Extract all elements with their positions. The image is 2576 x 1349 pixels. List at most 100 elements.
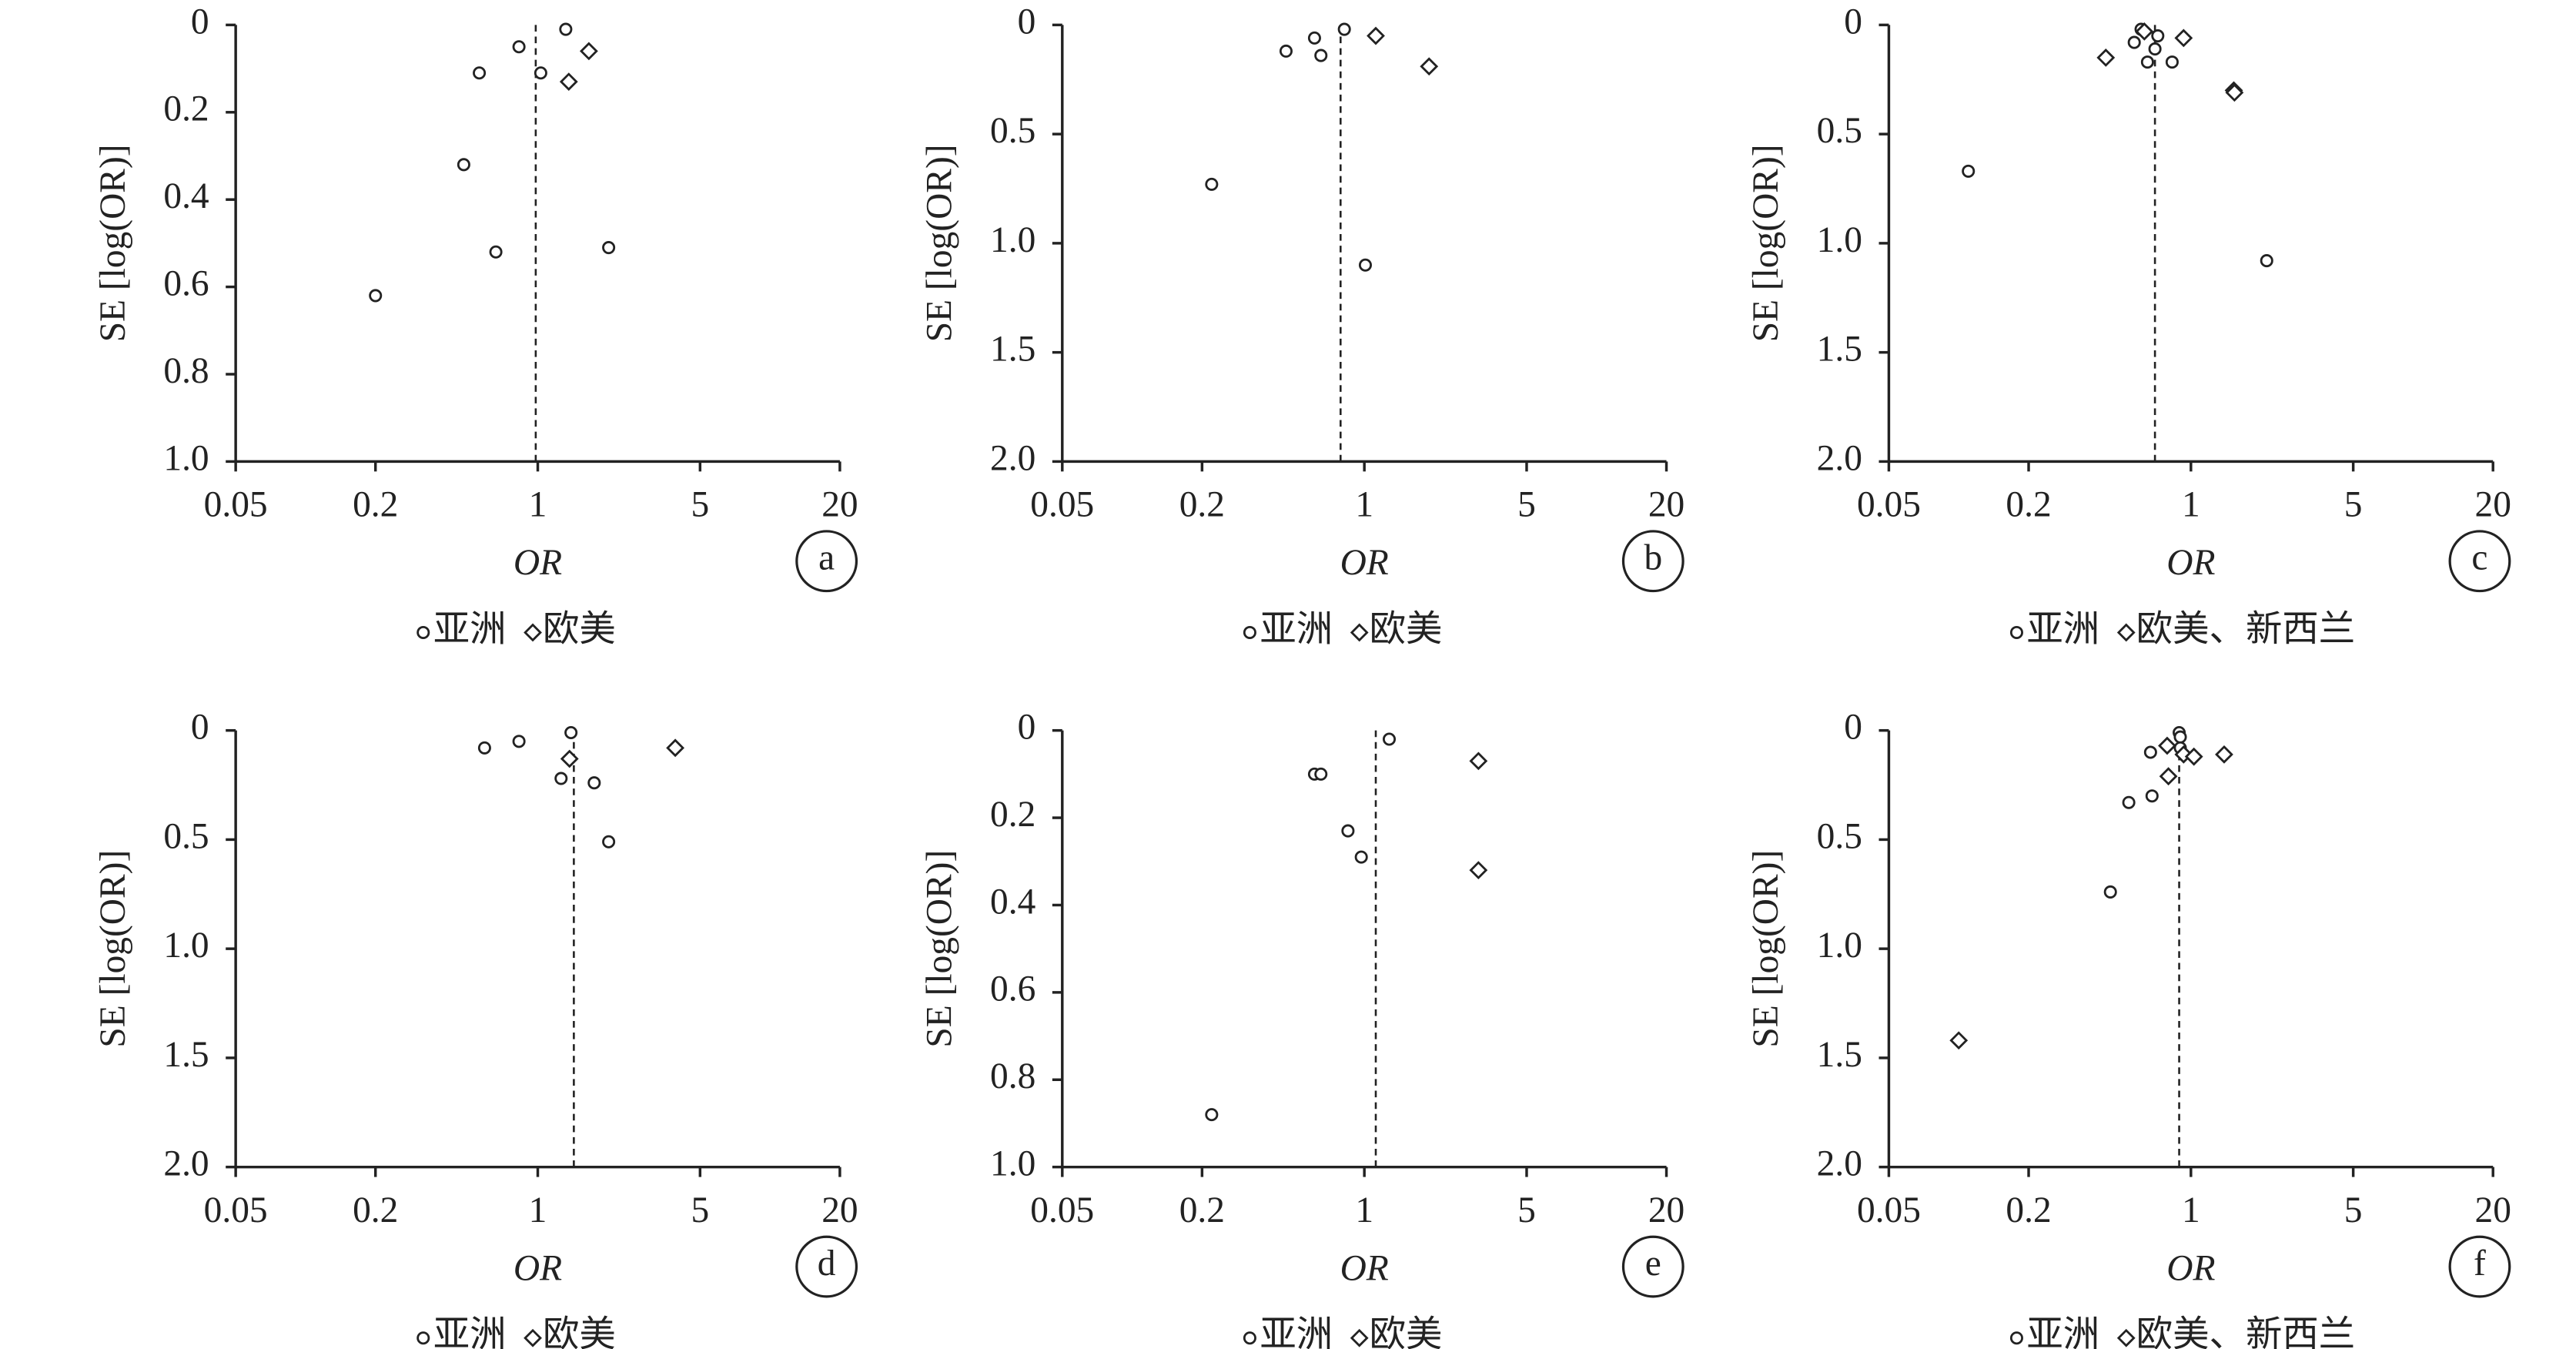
- legend-label: 欧美: [543, 609, 616, 649]
- panel: 0 0.5 1.0 1.5 2.0 0.05 0.2 1 5 20 SE [log(OR)] OR b 亚…: [919, 2, 1684, 649]
- x-tick-label: 5: [2344, 1190, 2363, 1230]
- diamond-marker: [1949, 1031, 1969, 1050]
- diamond-marker: [666, 738, 685, 758]
- legend-label: 欧美、新西兰: [2136, 1315, 2356, 1349]
- y-tick-label: 0.5: [163, 816, 209, 856]
- circle-marker: [554, 772, 568, 785]
- circle-marker: [1341, 824, 1355, 838]
- x-tick-label: 0.05: [1857, 1190, 1921, 1230]
- y-axis-label: SE [log(OR)]: [93, 144, 133, 342]
- y-tick-label: 1.5: [1817, 1035, 1862, 1075]
- diamond-marker: [1350, 1328, 1369, 1347]
- circle-marker: [1962, 164, 1975, 178]
- panel: 0 0.2 0.4 0.6 0.8 1.0 0.05 0.2 1 5 20 SE [log(OR)] O…: [93, 2, 858, 649]
- y-tick-label: 1.0: [1817, 926, 1862, 966]
- legend-label: 亚洲: [2026, 609, 2099, 649]
- y-tick-label: 0.6: [990, 969, 1035, 1009]
- y-tick-label: 1.0: [990, 1144, 1035, 1184]
- x-tick-label: 0.2: [2006, 1190, 2051, 1230]
- panel-badge: [1621, 530, 1684, 593]
- legend-label: 欧美: [543, 1315, 616, 1349]
- circle-marker: [564, 725, 578, 740]
- circle-marker: [1314, 49, 1328, 62]
- y-tick-label: 0.6: [163, 263, 209, 303]
- y-tick-label: 0.5: [990, 111, 1035, 151]
- x-tick-label: 20: [2474, 1190, 2511, 1230]
- circle-marker: [512, 40, 526, 54]
- diamond-marker: [2158, 736, 2176, 755]
- diamond-marker: [1420, 57, 1439, 76]
- y-tick-label: 0: [1844, 708, 1862, 748]
- panel: 0 0.5 1.0 1.5 2.0 0.05 0.2 1 5 20 SE [log(OR)] OR d 亚…: [93, 708, 858, 1349]
- circle-marker: [1358, 258, 1372, 272]
- diamond-marker: [1367, 26, 1385, 45]
- circle-marker: [1205, 177, 1219, 191]
- x-tick-label: 5: [691, 1190, 709, 1230]
- y-tick-label: 0.4: [990, 882, 1035, 922]
- x-tick-label: 0.2: [1179, 1190, 1225, 1230]
- circle-marker: [1337, 22, 1351, 36]
- x-axis-label: OR: [514, 543, 562, 583]
- legend-label: 亚洲: [433, 1315, 507, 1349]
- y-tick-label: 1.5: [990, 330, 1035, 370]
- circle-marker: [369, 289, 383, 303]
- circle-marker: [1279, 44, 1293, 58]
- panel-badge: [1621, 1235, 1684, 1298]
- diamond-marker: [2174, 745, 2193, 764]
- y-axis-label: SE [log(OR)]: [1746, 144, 1786, 342]
- circle-marker: [1354, 850, 1368, 864]
- panel-label: e: [1645, 1244, 1661, 1284]
- x-tick-label: 0.05: [1030, 485, 1094, 525]
- legend-label: 欧美: [1370, 1315, 1443, 1349]
- diamond-marker: [1469, 861, 1488, 879]
- circle-marker: [1205, 1108, 1219, 1122]
- panel: 0 0.5 1.0 1.5 2.0 0.05 0.2 1 5 20 SE [log(OR)] OR c 亚…: [1746, 2, 2511, 649]
- diamond-marker: [1469, 751, 1488, 771]
- diamond-marker: [2116, 623, 2136, 642]
- y-tick-label: 0.5: [1817, 816, 1862, 856]
- diamond-marker: [524, 1328, 542, 1347]
- x-tick-label: 1: [2182, 485, 2200, 525]
- circle-marker: [602, 241, 616, 255]
- legend-label: 欧美、新西兰: [2136, 609, 2356, 649]
- diamond-marker: [2215, 745, 2233, 764]
- diamond-marker: [1350, 623, 1369, 642]
- y-tick-label: 2.0: [163, 1144, 209, 1184]
- x-axis-label: OR: [514, 1248, 562, 1288]
- circle-marker: [2260, 254, 2273, 268]
- y-axis-label: SE [log(OR)]: [919, 850, 959, 1048]
- x-axis-label: OR: [1340, 543, 1389, 583]
- panel-badge: [795, 1235, 858, 1298]
- y-tick-label: 1.0: [990, 220, 1035, 260]
- circle-marker: [417, 625, 430, 639]
- y-tick-label: 1.0: [163, 438, 209, 478]
- panel-label: d: [818, 1244, 836, 1284]
- x-tick-label: 20: [1648, 1190, 1684, 1230]
- circle-marker: [2143, 745, 2157, 759]
- diamond-marker: [559, 72, 578, 91]
- y-tick-label: 0.5: [1817, 111, 1862, 151]
- x-tick-label: 0.2: [2006, 485, 2051, 525]
- diamond-marker: [2159, 767, 2178, 786]
- x-tick-label: 1: [1355, 1190, 1373, 1230]
- y-tick-label: 0.8: [990, 1056, 1035, 1096]
- x-tick-label: 0.05: [1030, 1190, 1094, 1230]
- x-tick-label: 0.05: [1857, 485, 1921, 525]
- y-tick-label: 1.0: [163, 926, 209, 966]
- x-tick-label: 0.2: [353, 1190, 398, 1230]
- y-axis-label: SE [log(OR)]: [1746, 850, 1786, 1048]
- legend-label: 欧美: [1370, 609, 1443, 649]
- circle-marker: [2103, 885, 2117, 899]
- diamond-marker: [2116, 1328, 2136, 1347]
- circle-marker: [2127, 35, 2141, 49]
- y-axis-label: SE [log(OR)]: [93, 850, 133, 1048]
- y-tick-label: 0.8: [163, 351, 209, 391]
- legend-label: 亚洲: [433, 609, 507, 649]
- y-tick-label: 1.0: [1817, 220, 1862, 260]
- panel-label: a: [818, 538, 835, 578]
- panel: 0 0.2 0.4 0.6 0.8 1.0 0.05 0.2 1 5 20 SE [log(OR)] O…: [919, 708, 1684, 1349]
- circle-marker: [417, 1331, 430, 1345]
- y-tick-label: 2.0: [1817, 438, 1862, 478]
- panel-label: c: [2471, 538, 2487, 578]
